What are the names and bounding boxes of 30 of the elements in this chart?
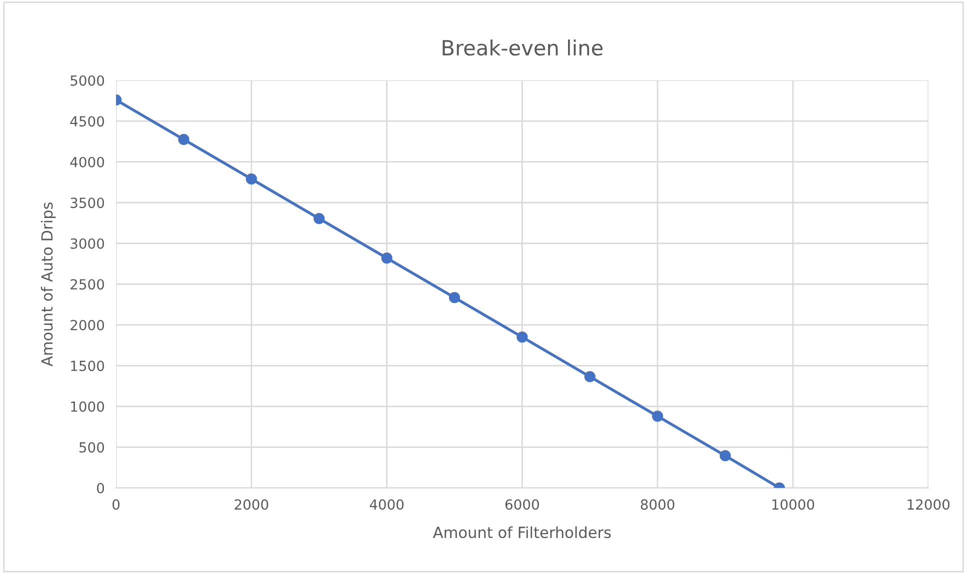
point — [178, 134, 190, 146]
x-tick-label: 8000 — [640, 499, 674, 510]
point — [652, 410, 664, 422]
point — [720, 450, 731, 462]
point — [584, 371, 596, 382]
chart-title: Break-even line — [442, 40, 603, 56]
x-tick-label: 10000 — [772, 499, 814, 510]
y-axis-title: Amount of Auto Drips — [40, 202, 56, 366]
y-tick-label: 2000 — [70, 320, 104, 330]
point — [516, 332, 528, 343]
y-tick-label: 2500 — [70, 279, 104, 290]
x-tick-label: 2000 — [234, 499, 268, 510]
y-tick-label: 4500 — [70, 116, 104, 127]
y-tick-label: 3500 — [70, 198, 104, 208]
y-tick-label: 3000 — [70, 238, 104, 249]
y-tick-label: 4000 — [70, 156, 104, 168]
y-tick-label: 5000 — [70, 75, 104, 86]
y-tick-label: 1500 — [71, 360, 104, 372]
x-tick-label: 0 — [112, 499, 120, 510]
x-tick-label: 6000 — [505, 499, 539, 510]
x-tick-label: 12000 — [908, 499, 950, 510]
point — [246, 173, 257, 185]
point — [448, 292, 460, 304]
point — [314, 212, 325, 224]
y-tick-label: 0 — [97, 482, 104, 494]
x-tick-label: 4000 — [370, 499, 404, 510]
x-axis-title: Amount of Filterholders — [432, 526, 611, 538]
y-tick-label: 1000 — [71, 401, 104, 412]
point — [381, 252, 392, 264]
y-tick-label: 500 — [79, 442, 104, 453]
